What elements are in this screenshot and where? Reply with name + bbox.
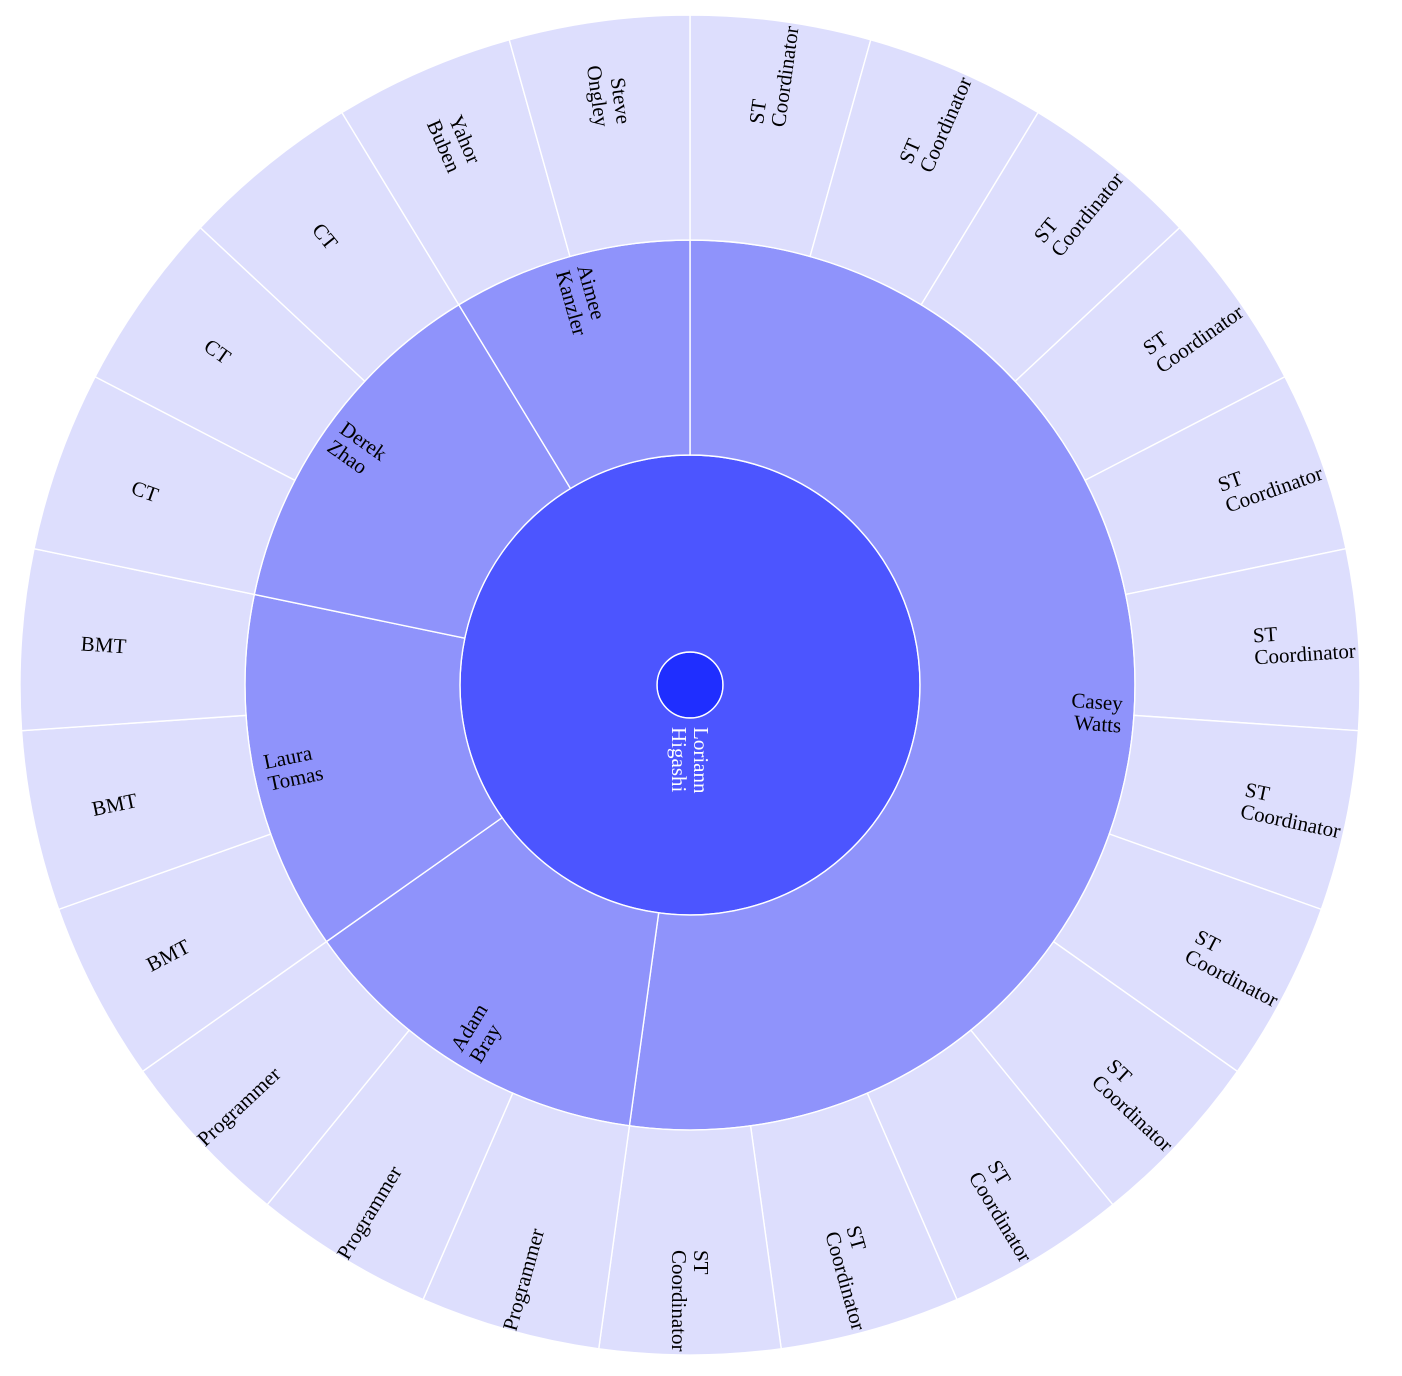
sunburst-label-line: ST [1252,622,1278,648]
sunburst-label-bmt: BMT [80,631,127,658]
sunburst-label-line: Casey [1071,688,1124,715]
sunburst-label-line: Coordinator [667,1250,691,1351]
sunburst-label-line: BMT [80,631,127,658]
sunburst-label-line: Higashi [667,727,691,792]
sunburst-label-casey-watts: CaseyWatts [1069,688,1124,737]
sunburst-label-line: Loriann [689,727,713,794]
sunburst-label-steve-ongley: SteveOngley [582,61,636,129]
sunburst-label-loriann-higashi: LoriannHigashi [667,727,713,794]
sunburst-segment-steve-ongley[interactable] [508,14,691,258]
sunburst-label-st-coordinator: STCoordinator [667,1250,713,1351]
sunburst-label-line: ST [689,1250,713,1275]
sunburst-label-line: ST [744,98,771,126]
sunburst-label-line: ST [1243,777,1272,806]
sunburst-label-line: Watts [1073,710,1122,737]
sunburst-arcs [19,14,1361,1356]
